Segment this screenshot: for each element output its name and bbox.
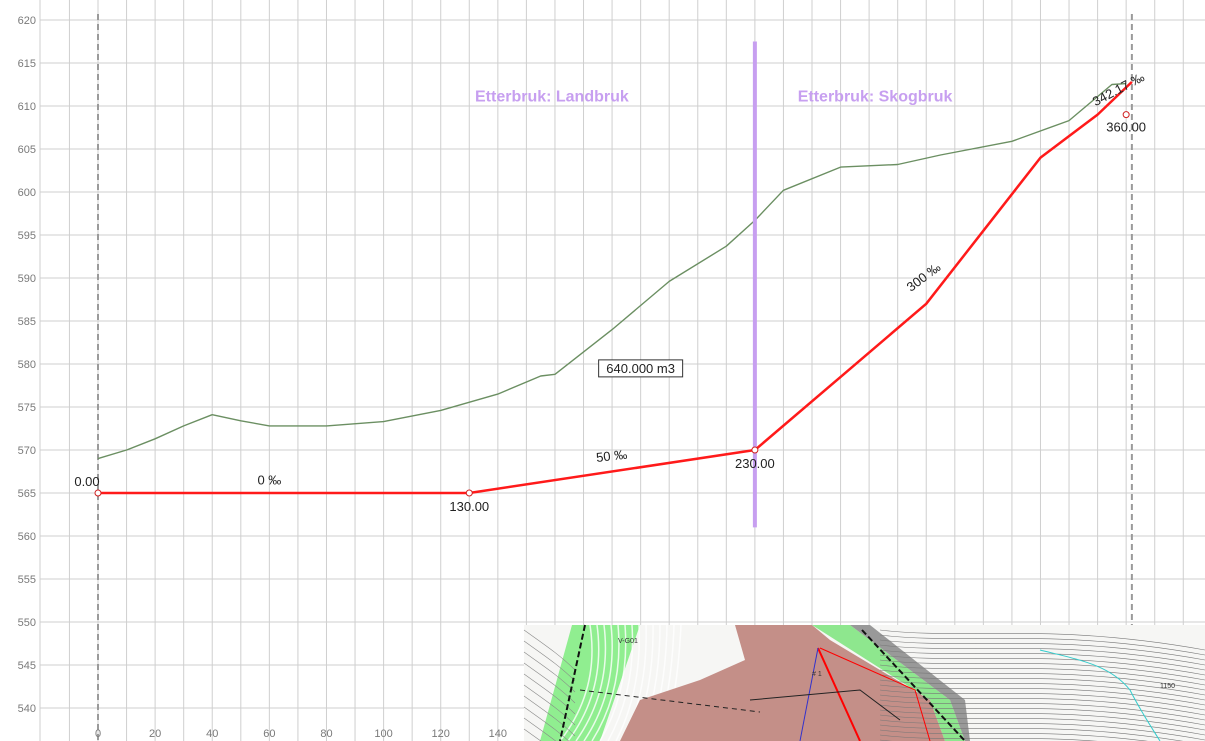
x-tick-label: 80 xyxy=(320,728,332,740)
map-contour-line xyxy=(523,717,557,741)
map-dashed-line xyxy=(579,689,761,713)
map-brown-zone xyxy=(620,625,945,741)
map-contour-line xyxy=(879,649,1205,671)
zone-label: Etterbruk: Skogbruk xyxy=(798,89,953,106)
y-tick-label: 585 xyxy=(18,316,36,328)
x-tick-label: 60 xyxy=(263,728,275,740)
x-tick-label: 0 xyxy=(95,728,101,740)
map-label: # 1 xyxy=(812,671,822,678)
map-hatch-line xyxy=(567,624,600,741)
design-grade-line xyxy=(98,80,1133,495)
map-contour-line xyxy=(879,674,1205,696)
volume-box xyxy=(598,359,684,378)
map-contour-line xyxy=(523,728,542,741)
map-boundary-line xyxy=(749,689,901,721)
y-tick-label: 550 xyxy=(18,617,36,629)
map-contour-line xyxy=(523,640,576,682)
grade-label: 342.17 ‰ xyxy=(1090,69,1147,109)
y-tick-label: 545 xyxy=(18,660,36,672)
station-marker xyxy=(1122,111,1130,119)
map-label: V-G01 xyxy=(618,638,638,645)
map-hatch-line xyxy=(599,624,627,741)
station-label: 360.00 xyxy=(1106,120,1146,135)
y-tick-label: 595 xyxy=(18,230,36,242)
map-contour-line xyxy=(879,699,1205,721)
station-label: 130.00 xyxy=(449,499,489,514)
y-tick-label: 565 xyxy=(18,488,36,500)
map-contour-line xyxy=(879,704,1205,726)
y-tick-label: 590 xyxy=(18,273,36,285)
x-tick-label: 40 xyxy=(206,728,218,740)
x-tick-label: 100 xyxy=(374,728,392,740)
map-contour-line xyxy=(879,669,1205,691)
map-border-line xyxy=(861,629,966,741)
terrain-line xyxy=(97,82,1127,460)
map-contour-line xyxy=(879,729,1148,741)
map-contour-line xyxy=(879,634,1205,656)
map-contour-line xyxy=(523,662,576,704)
map-hatch-line xyxy=(583,624,613,741)
map-contour-line xyxy=(879,629,1205,651)
y-tick-label: 605 xyxy=(18,144,36,156)
map-contour-line xyxy=(879,714,1205,736)
y-tick-label: 600 xyxy=(18,187,36,199)
station-marker xyxy=(465,489,473,497)
map-profile-line xyxy=(817,647,861,741)
map-contour-line xyxy=(523,706,570,741)
series xyxy=(97,80,1133,495)
y-tick-label: 540 xyxy=(18,703,36,715)
map-contour-line xyxy=(879,664,1205,686)
station-label: 0.00 xyxy=(74,474,99,489)
map-border-line xyxy=(559,624,586,741)
map-hatch-line xyxy=(575,624,607,741)
map-green-strip xyxy=(812,625,965,741)
volume-label: 640.000 m3 xyxy=(606,361,675,376)
map-contour-line xyxy=(523,684,576,726)
map-green-zone xyxy=(540,625,640,741)
y-tick-label: 610 xyxy=(18,101,36,113)
inset-map: V-G01 # 1 1150 xyxy=(523,624,1205,741)
map-contour-line xyxy=(879,684,1205,706)
map-hatch-line xyxy=(591,624,620,741)
map-boundary-line xyxy=(819,647,931,741)
y-tick-label: 555 xyxy=(18,574,36,586)
y-tick-label: 570 xyxy=(18,445,36,457)
map-contour-line xyxy=(879,659,1205,681)
y-tick-label: 620 xyxy=(18,15,36,27)
map-contour-line xyxy=(879,734,1098,741)
station-marker xyxy=(94,489,102,497)
axis-ticks: 5405455505555605655705755805855905956006… xyxy=(18,15,507,740)
grade-label: 50 ‰ xyxy=(595,447,627,465)
map-contour-line xyxy=(523,629,576,671)
map-contour-line xyxy=(879,724,1184,741)
map-hatch-line xyxy=(607,624,634,741)
x-tick-label: 20 xyxy=(149,728,161,740)
map-contour-line xyxy=(523,673,576,715)
zone-label: Etterbruk: Landbruk xyxy=(475,89,629,106)
map-contour-line xyxy=(879,694,1205,716)
y-tick-label: 615 xyxy=(18,58,36,70)
y-tick-label: 580 xyxy=(18,359,36,371)
map-contour-line xyxy=(523,695,576,737)
map-label: 1150 xyxy=(1160,683,1175,690)
grade-label: 0 ‰ xyxy=(257,472,281,487)
x-tick-label: 120 xyxy=(432,728,450,740)
station-marker xyxy=(751,446,759,454)
map-contour-line xyxy=(879,719,1205,741)
map-stream xyxy=(1039,649,1161,741)
map-contour-line xyxy=(879,639,1205,661)
grid xyxy=(39,0,1205,741)
map-contour-line xyxy=(879,679,1205,701)
map-contour-line xyxy=(879,644,1205,666)
station-label: 230.00 xyxy=(735,456,775,471)
x-tick-label: 140 xyxy=(489,728,507,740)
map-contour-line xyxy=(879,689,1205,711)
map-hatch-line xyxy=(615,624,641,741)
map-contour-line xyxy=(879,654,1205,676)
y-tick-label: 560 xyxy=(18,531,36,543)
y-tick-label: 575 xyxy=(18,402,36,414)
